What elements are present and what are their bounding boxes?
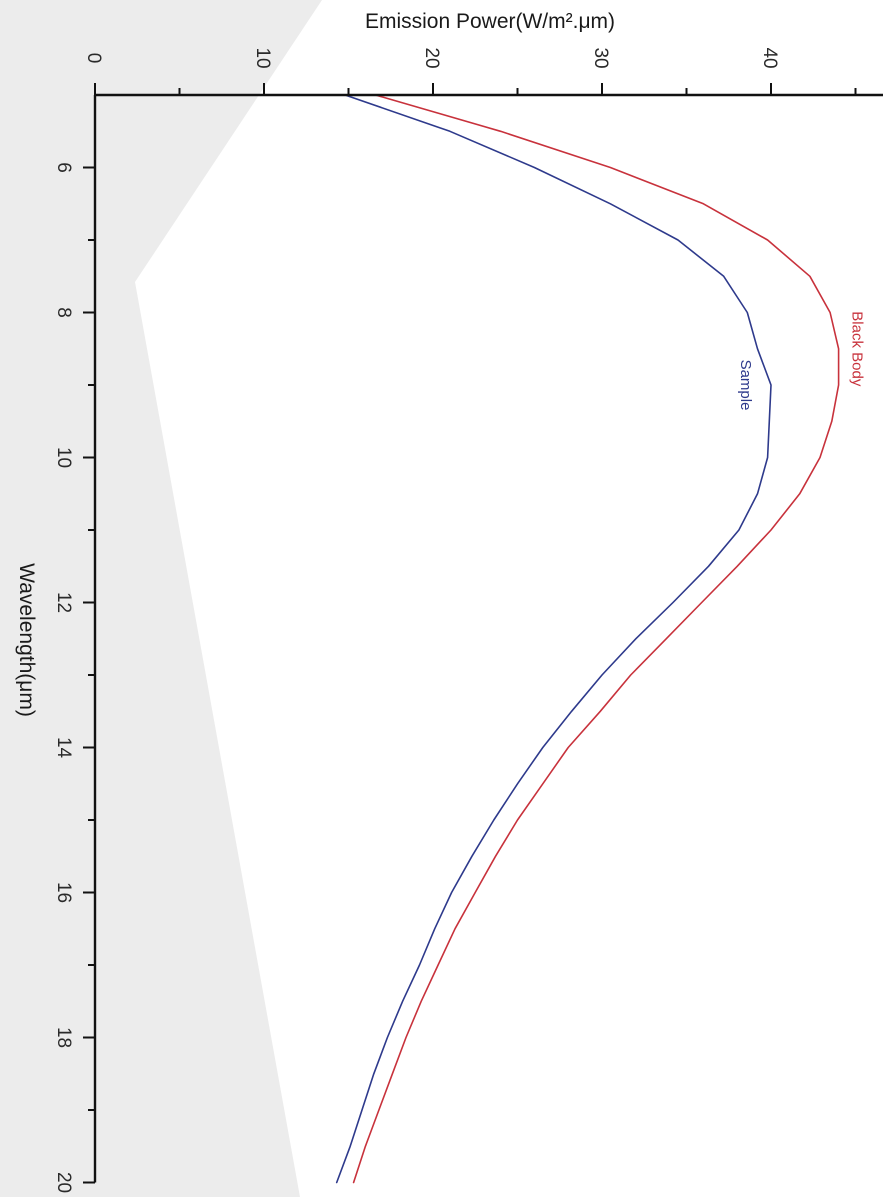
power-tick-label: 10 [252, 47, 273, 68]
labels: Emission Power(W/m².μm) Wavelength(μm) [15, 10, 615, 717]
sample-label: Sample [737, 360, 754, 411]
series-lines: Black Body Sample [335, 94, 866, 1184]
power-tick-label: 40 [759, 47, 780, 68]
wavelength-tick-label: 8 [53, 307, 74, 318]
wavelength-tick-label: 18 [53, 1027, 74, 1048]
power-tick-label: 0 [83, 53, 104, 64]
x-axis-title: Wavelength(μm) [15, 563, 38, 717]
black-body-curve [352, 94, 840, 1184]
power-tick-label: 30 [590, 47, 611, 68]
sample-curve [335, 94, 772, 1184]
wavelength-tick-label: 14 [53, 737, 74, 759]
wavelength-tick-label: 10 [53, 447, 74, 468]
wavelength-tick-label: 12 [53, 592, 74, 613]
y-axis-title: Emission Power(W/m².μm) [365, 10, 615, 33]
wavelength-tick-label: 6 [53, 162, 74, 173]
axes: 0 10 20 30 40 6 8 10 12 14 16 18 20 [53, 47, 883, 1193]
wavelength-tick-label: 16 [53, 882, 74, 903]
black-body-label: Black Body [849, 311, 866, 387]
power-tick-label: 20 [421, 47, 442, 68]
background-shading [0, 0, 322, 1197]
wavelength-tick-label: 20 [53, 1172, 74, 1193]
